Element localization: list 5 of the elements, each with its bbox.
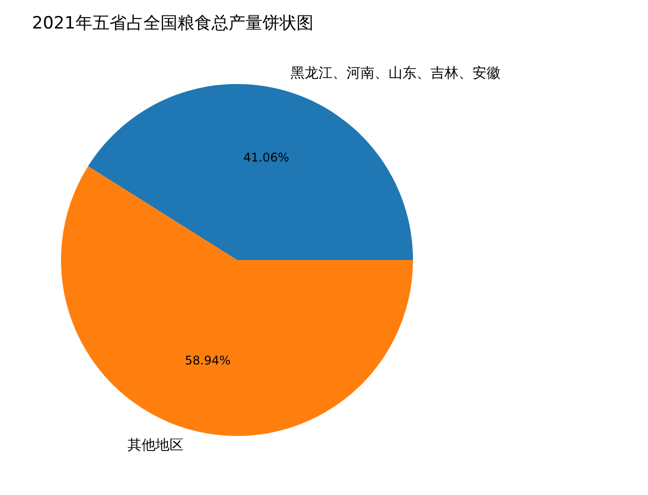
data-label: 58.94% [184,354,231,368]
chart-title: 2021年五省占全国粮食总产量饼状图 [32,13,314,34]
data-label: 41.06% [243,150,290,165]
slice-label: 其他地区 [127,438,184,454]
slice-label: 黑龙江、河南、山东、吉林、安徽 [290,66,501,82]
